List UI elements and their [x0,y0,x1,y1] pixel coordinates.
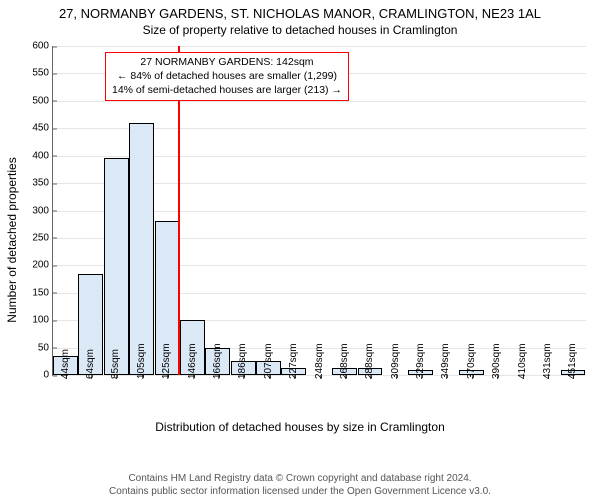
gridline [53,46,586,47]
y-tick-label: 500 [32,95,53,106]
x-tick-label: 227sqm [288,343,299,379]
chart-container: 27, NORMANBY GARDENS, ST. NICHOLAS MANOR… [0,0,600,500]
chart-area: Number of detached properties 0501001502… [0,40,600,440]
y-tick-label: 550 [32,68,53,79]
footer-line-1: Contains HM Land Registry data © Crown c… [0,472,600,485]
x-tick-label: 431sqm [542,343,553,379]
y-tick-label: 600 [32,41,53,52]
annotation-line-3: 14% of semi-detached houses are larger (… [112,83,342,97]
x-axis-label: Distribution of detached houses by size … [0,420,600,434]
y-tick-label: 300 [32,205,53,216]
x-tick-label: 64sqm [85,349,96,379]
x-tick-label: 410sqm [517,343,528,379]
histogram-bar [104,158,129,375]
x-tick-label: 329sqm [415,343,426,379]
x-tick-label: 207sqm [263,343,274,379]
y-tick-label: 150 [32,287,53,298]
x-tick-label: 105sqm [136,343,147,379]
histogram-bar [129,123,154,375]
chart-subtitle: Size of property relative to detached ho… [0,23,600,37]
annotation-line-2: ← 84% of detached houses are smaller (1,… [112,69,342,83]
x-tick-label: 390sqm [491,343,502,379]
x-tick-label: 85sqm [110,349,121,379]
x-tick-label: 146sqm [187,343,198,379]
x-tick-label: 349sqm [440,343,451,379]
x-tick-label: 309sqm [390,343,401,379]
footer-caption: Contains HM Land Registry data © Crown c… [0,472,600,498]
y-tick-label: 450 [32,123,53,134]
y-tick-label: 200 [32,260,53,271]
y-tick-label: 0 [43,370,53,381]
x-tick-label: 186sqm [237,343,248,379]
annotation-box: 27 NORMANBY GARDENS: 142sqm ← 84% of det… [105,52,349,101]
x-tick-label: 248sqm [314,343,325,379]
x-tick-label: 451sqm [567,343,578,379]
footer-line-2: Contains public sector information licen… [0,485,600,498]
x-tick-label: 166sqm [212,343,223,379]
x-tick-label: 288sqm [364,343,375,379]
x-tick-label: 125sqm [161,343,172,379]
plot-area: 05010015020025030035040045050055060044sq… [52,46,586,376]
x-tick-label: 370sqm [466,343,477,379]
x-tick-label: 268sqm [339,343,350,379]
y-tick-label: 100 [32,315,53,326]
y-tick-label: 50 [38,342,53,353]
y-tick-label: 350 [32,178,53,189]
page-title: 27, NORMANBY GARDENS, ST. NICHOLAS MANOR… [0,0,600,23]
y-tick-label: 250 [32,232,53,243]
annotation-line-1: 27 NORMANBY GARDENS: 142sqm [112,55,342,69]
y-axis-label: Number of detached properties [5,157,19,322]
y-tick-label: 400 [32,150,53,161]
gridline [53,101,586,102]
x-tick-label: 44sqm [60,349,71,379]
